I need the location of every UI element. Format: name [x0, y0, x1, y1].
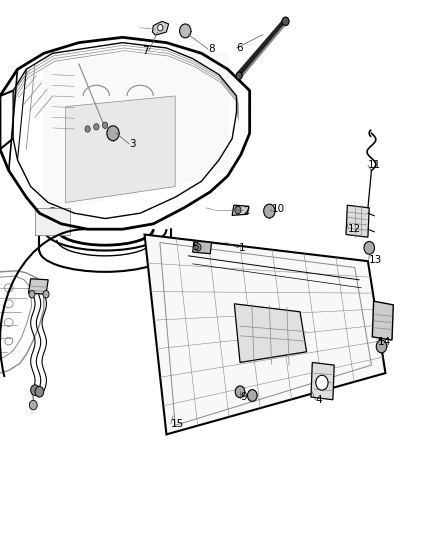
Circle shape — [236, 72, 242, 79]
Polygon shape — [311, 362, 334, 400]
Text: 9: 9 — [240, 392, 247, 402]
Circle shape — [107, 126, 119, 141]
Text: 3: 3 — [129, 139, 136, 149]
Circle shape — [376, 340, 387, 353]
Text: 4: 4 — [315, 395, 322, 405]
Circle shape — [316, 375, 328, 390]
Circle shape — [180, 24, 191, 38]
Circle shape — [364, 241, 374, 254]
Circle shape — [195, 244, 201, 251]
Polygon shape — [28, 279, 48, 294]
Text: 11: 11 — [368, 160, 381, 170]
Circle shape — [264, 204, 275, 218]
Circle shape — [102, 122, 108, 128]
Text: 8: 8 — [208, 44, 215, 54]
Circle shape — [235, 206, 241, 214]
Circle shape — [247, 390, 257, 401]
Text: 15: 15 — [171, 419, 184, 429]
Polygon shape — [372, 301, 393, 340]
Circle shape — [85, 126, 90, 132]
Text: 14: 14 — [378, 337, 391, 347]
Polygon shape — [234, 304, 307, 362]
Polygon shape — [193, 241, 212, 254]
Polygon shape — [35, 208, 70, 235]
Text: 12: 12 — [348, 224, 361, 234]
Text: 7: 7 — [142, 46, 149, 55]
Text: 1: 1 — [239, 243, 245, 253]
Circle shape — [35, 386, 44, 397]
Text: 10: 10 — [272, 205, 285, 214]
Polygon shape — [66, 96, 175, 203]
Circle shape — [94, 124, 99, 130]
Circle shape — [282, 17, 289, 26]
Text: 13: 13 — [369, 255, 382, 264]
Text: 6: 6 — [237, 43, 243, 53]
Circle shape — [43, 290, 49, 298]
Polygon shape — [232, 205, 249, 215]
Circle shape — [235, 386, 245, 398]
Circle shape — [29, 290, 35, 298]
Text: 5: 5 — [192, 242, 198, 252]
Text: 2: 2 — [243, 206, 250, 215]
Circle shape — [31, 385, 39, 395]
Circle shape — [158, 25, 163, 31]
Polygon shape — [346, 205, 369, 237]
Circle shape — [29, 400, 37, 410]
Polygon shape — [152, 21, 169, 35]
Polygon shape — [145, 235, 385, 434]
